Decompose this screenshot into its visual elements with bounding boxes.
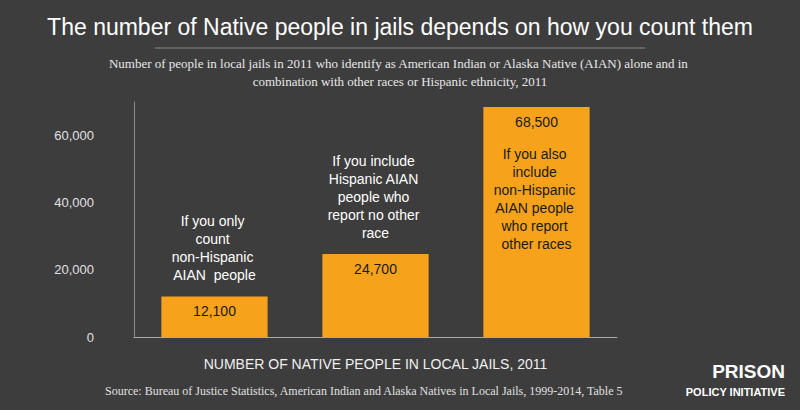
svg-text:combination with other races o: combination with other races or Hispanic…: [253, 74, 548, 89]
svg-text:Hispanic AIAN: Hispanic AIAN: [329, 171, 422, 187]
svg-text:race: race: [362, 225, 389, 241]
svg-text:40,000: 40,000: [54, 195, 94, 210]
svg-text:0: 0: [87, 330, 94, 345]
svg-text:Source: Bureau of Justice Stat: Source: Bureau of Justice Statistics, Am…: [105, 384, 623, 398]
svg-text:report no other: report no other: [328, 207, 424, 223]
svg-text:count: count: [195, 231, 233, 247]
svg-text:non-Hispanic: non-Hispanic: [494, 182, 580, 198]
svg-text:24,700: 24,700: [354, 261, 397, 277]
svg-text:people who: people who: [338, 189, 414, 205]
svg-text:other races: other races: [501, 236, 571, 252]
svg-text:PRISON: PRISON: [712, 361, 785, 382]
svg-text:AIAN people: AIAN people: [495, 200, 578, 216]
svg-text:who report: who report: [500, 218, 571, 234]
svg-text:If you only: If you only: [181, 213, 249, 229]
svg-text:If you include: If you include: [332, 153, 418, 169]
svg-text:20,000: 20,000: [54, 262, 94, 277]
svg-text:60,000: 60,000: [54, 128, 94, 143]
svg-text:non-Hispanic: non-Hispanic: [172, 249, 258, 265]
svg-text:If you also: If you also: [503, 146, 571, 162]
svg-text:68,500: 68,500: [515, 114, 558, 130]
svg-text:The number of Native people in: The number of Native people in jails dep…: [47, 14, 753, 40]
svg-text:include: include: [512, 164, 560, 180]
svg-text:NUMBER OF NATIVE PEOPLE IN LOC: NUMBER OF NATIVE PEOPLE IN LOCAL JAILS, …: [204, 356, 548, 372]
svg-text:Number of people in local jail: Number of people in local jails in 2011 …: [109, 56, 691, 71]
svg-text:12,100: 12,100: [193, 303, 236, 319]
svg-text:AIAN people: AIAN people: [173, 267, 256, 283]
svg-text:POLICY INITIATIVE: POLICY INITIATIVE: [686, 386, 785, 398]
